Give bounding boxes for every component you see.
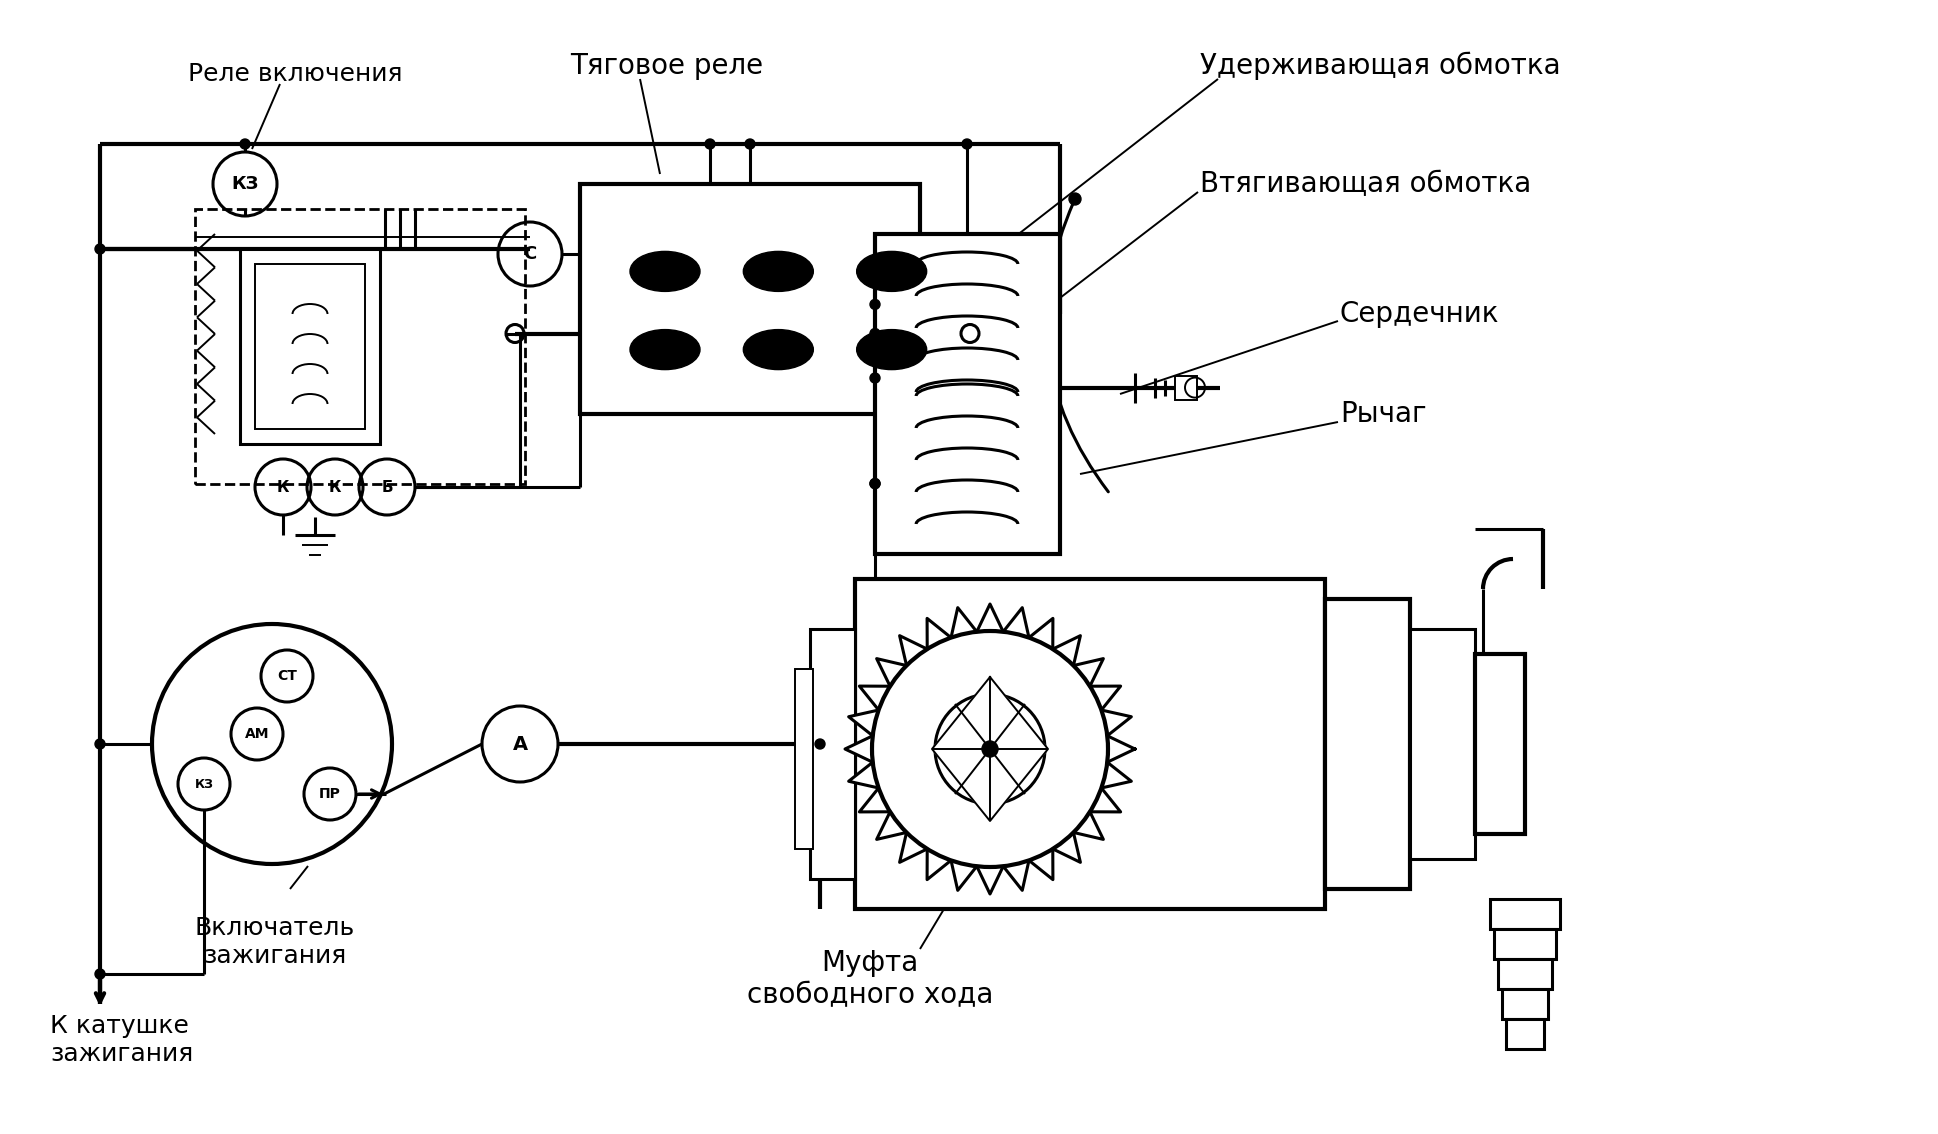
Bar [1326, 599, 1411, 889]
Text: КЗ: КЗ [231, 175, 260, 193]
Text: Втягивающая обмотка: Втягивающая обмотка [1200, 170, 1531, 198]
Text: КЗ: КЗ [194, 778, 213, 790]
Circle shape [870, 479, 880, 489]
Bar [1411, 629, 1475, 858]
Text: Включатель
зажигания: Включатель зажигания [196, 916, 355, 967]
Text: А: А [512, 735, 527, 753]
Bar [1506, 1019, 1545, 1049]
Text: Реле включения: Реле включения [188, 62, 403, 86]
Bar [874, 234, 1060, 555]
Bar [196, 209, 525, 484]
Bar [240, 249, 380, 445]
Bar [256, 264, 364, 429]
Text: СТ: СТ [277, 669, 297, 683]
Text: Тяговое реле: Тяговое реле [570, 52, 764, 81]
Ellipse shape [857, 252, 926, 291]
Ellipse shape [630, 252, 700, 291]
Bar [579, 184, 921, 414]
Circle shape [872, 631, 1109, 868]
Circle shape [240, 139, 250, 149]
Ellipse shape [857, 330, 926, 370]
Bar [1490, 899, 1560, 929]
Polygon shape [932, 677, 1048, 821]
Text: С: С [523, 245, 537, 263]
Circle shape [95, 739, 105, 748]
Text: К: К [329, 480, 341, 494]
Bar [1174, 375, 1198, 399]
Text: К катушке
зажигания: К катушке зажигания [50, 1014, 194, 1066]
Bar [795, 669, 814, 849]
Circle shape [1070, 193, 1081, 205]
Circle shape [870, 479, 880, 489]
Bar [810, 629, 855, 879]
Circle shape [870, 299, 880, 310]
Circle shape [95, 968, 105, 979]
Circle shape [705, 139, 715, 149]
Text: АМ: АМ [244, 727, 269, 741]
Circle shape [961, 139, 973, 149]
Bar [1494, 929, 1556, 959]
Bar [855, 579, 1326, 909]
Text: Рычаг: Рычаг [1339, 400, 1426, 428]
Bar [1502, 989, 1548, 1019]
Circle shape [983, 741, 998, 758]
Polygon shape [845, 604, 1136, 894]
Circle shape [870, 373, 880, 383]
Ellipse shape [744, 330, 814, 370]
Text: К: К [277, 480, 289, 494]
Text: Муфта
свободного хода: Муфта свободного хода [746, 949, 992, 1009]
Text: ПР: ПР [320, 787, 341, 801]
Circle shape [744, 139, 756, 149]
Circle shape [95, 244, 105, 254]
Bar [1475, 654, 1525, 833]
Ellipse shape [744, 252, 814, 291]
Bar [1498, 959, 1552, 989]
Text: Удерживающая обмотка: Удерживающая обмотка [1200, 52, 1560, 81]
Text: Сердечник: Сердечник [1339, 301, 1500, 328]
Circle shape [870, 329, 880, 339]
Circle shape [816, 739, 826, 748]
Text: Б: Б [382, 480, 393, 494]
Ellipse shape [630, 330, 700, 370]
